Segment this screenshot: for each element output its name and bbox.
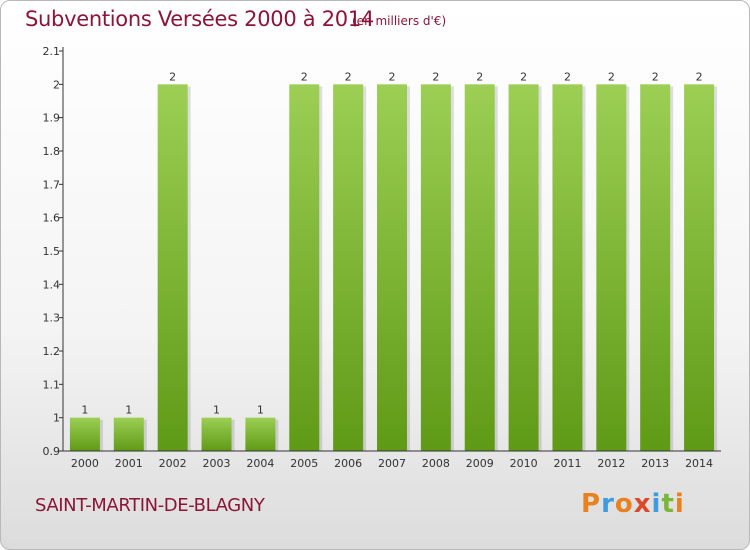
- bar-value-label: 2: [520, 70, 527, 83]
- x-tick-label: 2008: [422, 457, 450, 470]
- y-tick-label: 1.8: [43, 145, 61, 158]
- bar-2001: [113, 417, 144, 451]
- x-tick-label: 2013: [641, 457, 669, 470]
- bar-2004: [245, 417, 276, 451]
- logo-letter: t: [661, 489, 675, 519]
- x-tick-label: 2002: [159, 457, 187, 470]
- bar-value-label: 1: [81, 404, 88, 417]
- bar-2012: [596, 84, 627, 451]
- bar-value-label: 2: [608, 70, 615, 83]
- x-tick-label: 2006: [334, 457, 362, 470]
- logo-letter: P: [581, 489, 602, 519]
- bar-value-label: 1: [213, 404, 220, 417]
- y-tick-label: 1.7: [43, 178, 61, 191]
- y-tick-label: 1.4: [43, 278, 61, 291]
- x-tick-label: 2009: [466, 457, 494, 470]
- commune-name: SAINT-MARTIN-DE-BLAGNY: [35, 495, 265, 516]
- bar-2008: [420, 84, 451, 451]
- bar-2003: [201, 417, 232, 451]
- bar-2007: [377, 84, 407, 451]
- y-tick-label: 0.9: [43, 445, 61, 458]
- y-tick-label: 1.3: [43, 312, 61, 325]
- x-tick-label: 2012: [597, 457, 625, 470]
- x-tick-label: 2003: [203, 457, 231, 470]
- chart-title: Subventions Versées 2000 à 2014: [25, 7, 374, 31]
- bar-2006: [333, 84, 364, 451]
- bar-2014: [684, 84, 715, 451]
- y-tick-label: 1.9: [43, 112, 61, 125]
- chart-unit-note: (en milliers d'€): [352, 14, 447, 28]
- bar-2000: [69, 417, 100, 451]
- y-tick-label: 1.6: [43, 212, 61, 225]
- x-tick-label: 2005: [290, 457, 318, 470]
- proxiti-logo: Proxiti: [581, 489, 685, 519]
- bar-value-label: 2: [652, 70, 659, 83]
- bar-value-label: 2: [169, 70, 176, 83]
- logo-letter: o: [614, 489, 634, 519]
- logo-letter: i: [674, 489, 685, 519]
- y-tick-label: 1.5: [43, 245, 61, 258]
- logo-letter: x: [633, 489, 652, 519]
- y-tick-label: 1: [53, 412, 60, 425]
- x-tick-label: 2007: [378, 457, 406, 470]
- logo-letter: i: [651, 489, 662, 519]
- bar-value-label: 2: [564, 70, 571, 83]
- bar-2002: [157, 84, 188, 451]
- y-tick-label: 1.1: [43, 378, 61, 391]
- bar-value-label: 2: [301, 70, 308, 83]
- bar-value-label: 1: [125, 404, 132, 417]
- bar-2013: [640, 84, 671, 451]
- y-tick-label: 2: [53, 78, 60, 91]
- x-tick-label: 2004: [246, 457, 274, 470]
- bar-2005: [289, 84, 320, 451]
- bar-value-label: 2: [389, 70, 396, 83]
- x-tick-label: 2014: [685, 457, 713, 470]
- x-tick-label: 2010: [510, 457, 538, 470]
- bar-value-label: 2: [345, 70, 352, 83]
- bar-value-label: 2: [696, 70, 703, 83]
- logo-letter: r: [601, 489, 615, 519]
- bar-value-label: 1: [257, 404, 264, 417]
- bar-2011: [552, 84, 583, 451]
- bar-value-label: 2: [476, 70, 483, 83]
- y-tick-label: 2.1: [43, 45, 61, 58]
- x-tick-label: 2000: [71, 457, 99, 470]
- bar-2009: [464, 84, 495, 451]
- bar-2010: [508, 84, 539, 451]
- x-tick-label: 2001: [115, 457, 143, 470]
- bar-value-label: 2: [432, 70, 439, 83]
- x-tick-label: 2011: [553, 457, 581, 470]
- y-tick-label: 1.2: [43, 345, 61, 358]
